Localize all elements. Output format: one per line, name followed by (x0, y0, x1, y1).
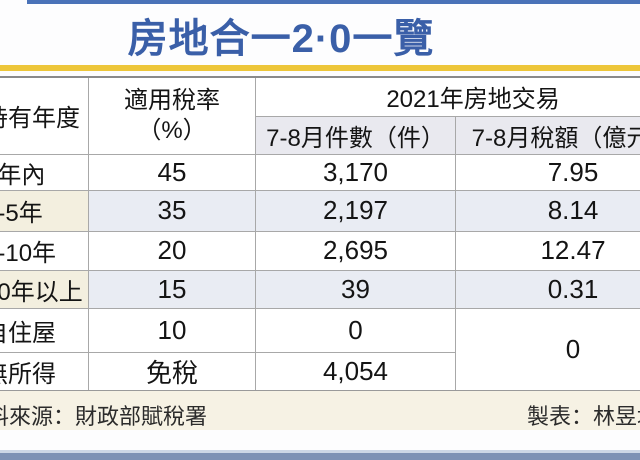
tax-cell: 0.31 (454, 269, 640, 309)
bottom-bar-highlight (0, 450, 640, 453)
tax-cell-merged: 0 (454, 307, 640, 391)
rate-cell: 免稅 (88, 351, 256, 391)
top-accent-line (27, 0, 640, 4)
count-cell: 4,054 (255, 351, 456, 391)
header-tax-rate-line1: 適用稅率 (124, 86, 220, 114)
row-label: 無所得 (0, 351, 89, 391)
table-row: 10年以上 15 39 0.31 (0, 269, 640, 309)
footer-band (0, 391, 640, 430)
header-count-jul-aug: 7-8月件數（件） (255, 115, 456, 155)
tax-cell: 12.47 (454, 230, 640, 271)
count-cell: 39 (255, 269, 456, 309)
yellow-divider-line (0, 65, 640, 71)
header-tax-rate: 適用稅率 （%） (88, 76, 256, 155)
bottom-bar (0, 453, 640, 460)
table-row: 5-10年 20 2,695 12.47 (0, 230, 640, 271)
tax-cell: 7.95 (454, 153, 640, 191)
rate-cell: 10 (88, 307, 256, 353)
rate-cell: 45 (88, 153, 256, 191)
count-cell: 3,170 (255, 153, 456, 191)
table-row: 自住屋 10 0 0 (0, 307, 640, 391)
footer-credit-text: 製表：林昱均 (527, 404, 640, 429)
count-cell: 0 (255, 307, 456, 353)
table-row: 無所得 免稅 4,054 (0, 351, 640, 391)
row-label: 2年內 (0, 153, 89, 191)
header-tax-rate-line2: （%） (137, 116, 207, 144)
rate-cell: 20 (88, 230, 256, 271)
row-label: 自住屋 (0, 307, 89, 353)
row-label: 5-10年 (0, 230, 89, 271)
table-row: 2年內 45 3,170 7.95 (0, 153, 640, 191)
page-title: 房地合一2·0一覽 (127, 17, 435, 61)
rate-cell: 35 (88, 189, 256, 232)
count-cell: 2,695 (255, 230, 456, 271)
header-group-2021: 2021年房地交易 (254, 76, 640, 117)
tax-cell: 8.14 (454, 189, 640, 232)
tax-table: 持有年度 適用稅率 （%） 2021年房地交易 7-8月件數（件） 7-8月稅額… (0, 76, 640, 392)
row-label: 10年以上 (0, 269, 89, 309)
header-tax-amount-jul-aug: 7-8月稅額（億元） (454, 115, 640, 155)
footer-source-text: 資料來源：財政部賦稅署 (0, 404, 208, 429)
rate-cell: 15 (88, 269, 256, 309)
header-holding-years: 持有年度 (0, 76, 89, 155)
row-label: 2-5年 (0, 189, 89, 232)
table-row: 2-5年 35 2,197 8.14 (0, 189, 640, 232)
count-cell: 2,197 (255, 189, 456, 232)
